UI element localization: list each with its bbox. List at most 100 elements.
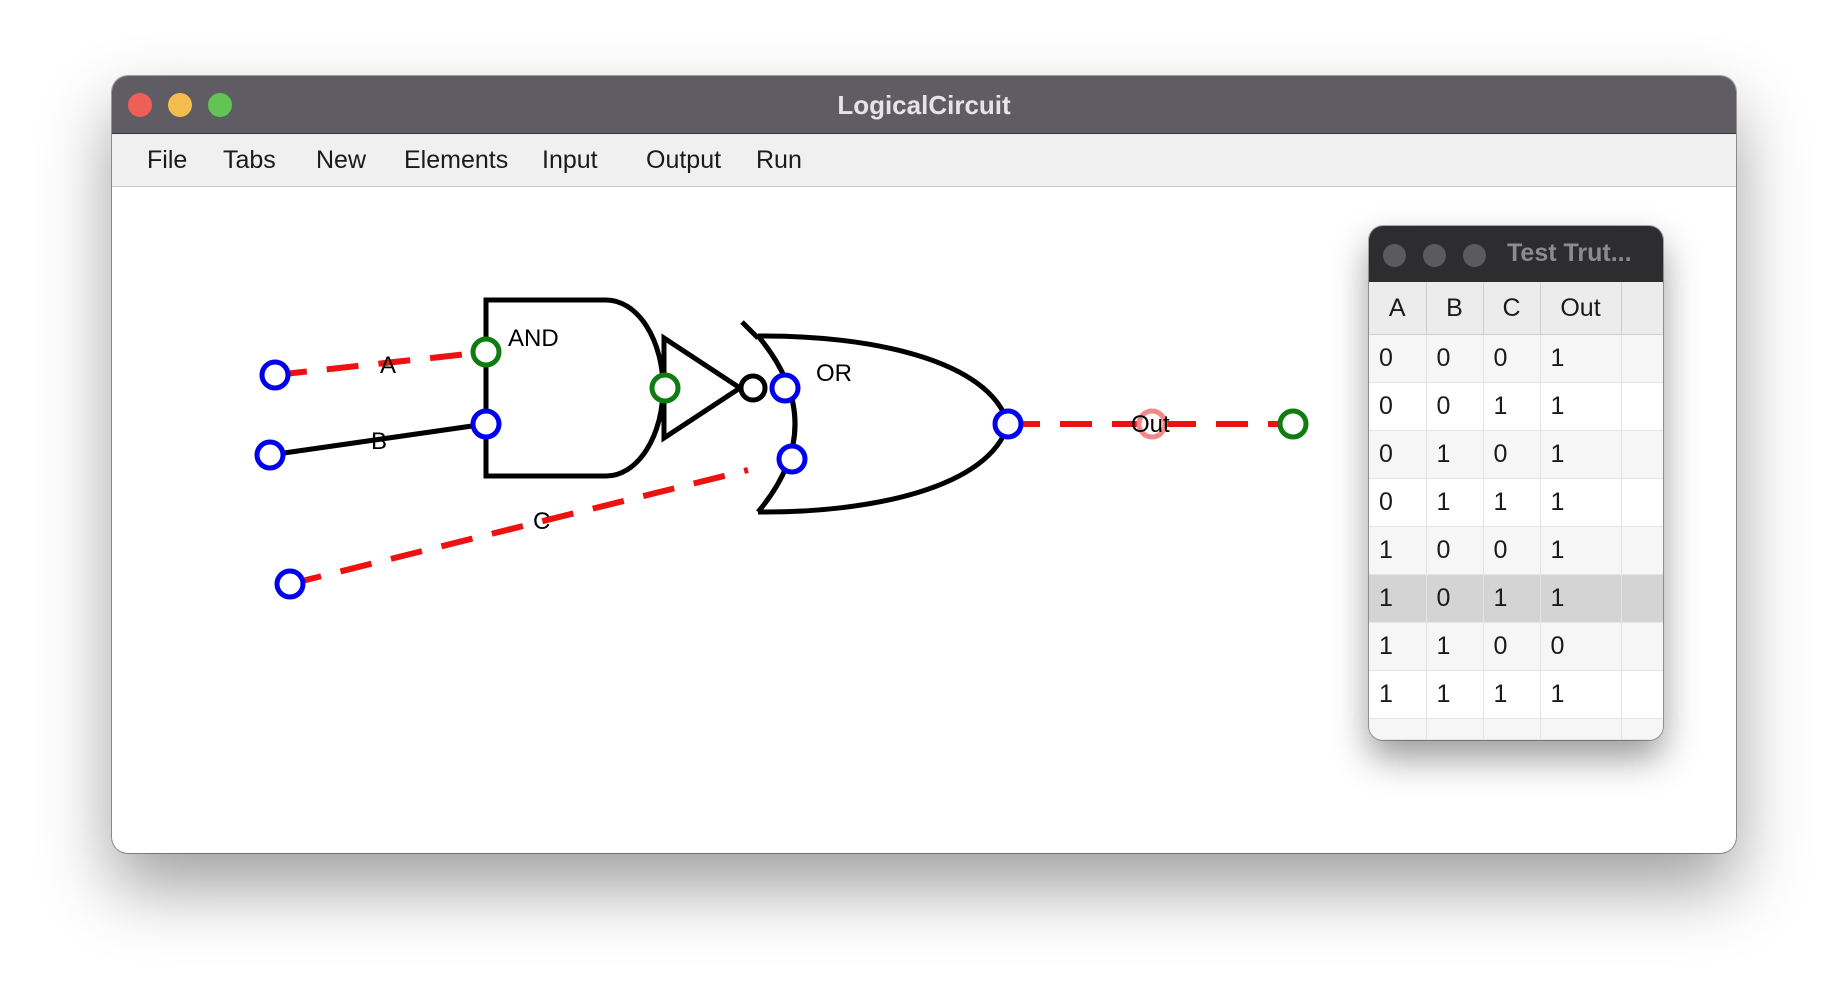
or-output-pin[interactable] (992, 408, 1024, 440)
table-cell-filler (1621, 478, 1663, 527)
menu-bar: File Tabs New Elements Input Output Run (112, 134, 1736, 187)
table-cell: 1 (1369, 670, 1427, 719)
table-cell-filler (1621, 526, 1663, 575)
column-header-c[interactable]: C (1483, 282, 1541, 335)
table-cell-filler (1540, 718, 1622, 740)
menu-tabs[interactable]: Tabs (223, 146, 276, 174)
minimize-window-button[interactable] (168, 93, 192, 117)
table-cell: 1 (1369, 622, 1427, 671)
not-input-pin[interactable] (649, 372, 681, 404)
table-cell-filler (1369, 718, 1427, 740)
and-input-pin-1[interactable] (470, 336, 502, 368)
table-cell: 1 (1540, 574, 1622, 623)
table-cell: 1 (1483, 478, 1541, 527)
table-cell: 0 (1369, 334, 1427, 383)
menu-run[interactable]: Run (756, 146, 802, 174)
truth-table-title-bar[interactable]: Test Trut... (1369, 226, 1663, 282)
wire-label-a: A (380, 352, 396, 379)
title-bar[interactable]: LogicalCircuit (112, 76, 1736, 134)
table-cell: 0 (1483, 622, 1541, 671)
close-window-button[interactable] (128, 93, 152, 117)
table-cell: 0 (1426, 334, 1484, 383)
table-cell: 0 (1426, 382, 1484, 431)
column-header-a[interactable]: A (1369, 282, 1427, 335)
wire-c[interactable] (289, 467, 749, 587)
table-cell: 0 (1540, 622, 1622, 671)
tt-maximize-button[interactable] (1463, 244, 1486, 267)
table-cell: 0 (1483, 526, 1541, 575)
wire-label-c: C (533, 508, 550, 535)
table-cell: 0 (1426, 526, 1484, 575)
column-header-filler (1621, 282, 1663, 335)
menu-file[interactable]: File (147, 146, 188, 174)
maximize-window-button[interactable] (208, 93, 232, 117)
wire-a[interactable] (274, 349, 487, 378)
table-cell: 1 (1426, 430, 1484, 479)
or-input-pin-2[interactable] (776, 443, 808, 475)
input-pin-a[interactable] (259, 359, 291, 391)
table-cell: 0 (1426, 574, 1484, 623)
wire-b[interactable] (269, 421, 487, 458)
table-cell: 0 (1369, 430, 1427, 479)
table-cell: 0 (1369, 382, 1427, 431)
or-gate-label: OR (816, 360, 852, 387)
table-cell-filler (1621, 430, 1663, 479)
table-cell: 1 (1540, 526, 1622, 575)
table-cell-filler (1621, 334, 1663, 383)
table-cell: 1 (1540, 478, 1622, 527)
or-gate[interactable] (740, 320, 1011, 515)
table-cell: 0 (1483, 430, 1541, 479)
column-header-b[interactable]: B (1426, 282, 1484, 335)
table-cell-filler (1483, 718, 1541, 740)
table-cell: 1 (1483, 382, 1541, 431)
table-cell-filler (1621, 574, 1663, 623)
table-cell: 1 (1369, 526, 1427, 575)
menu-input[interactable]: Input (542, 146, 598, 174)
output-pin-out[interactable] (1277, 408, 1309, 440)
table-cell-filler (1621, 622, 1663, 671)
table-cell: 1 (1426, 670, 1484, 719)
table-cell: 1 (1540, 670, 1622, 719)
table-cell: 1 (1369, 574, 1427, 623)
table-cell-filler (1621, 718, 1663, 740)
wire-label-b: B (371, 428, 387, 455)
wire-label-out: Out (1131, 411, 1170, 438)
window-title: LogicalCircuit (837, 90, 1011, 120)
or-input-pin-1[interactable] (769, 372, 801, 404)
table-cell: 1 (1483, 574, 1541, 623)
input-pin-c[interactable] (274, 568, 306, 600)
menu-elements[interactable]: Elements (404, 146, 509, 174)
table-cell: 1 (1540, 334, 1622, 383)
table-cell-filler (1426, 718, 1484, 740)
tt-close-button[interactable] (1383, 244, 1406, 267)
table-cell: 1 (1540, 382, 1622, 431)
and-input-pin-2[interactable] (470, 408, 502, 440)
column-header-out[interactable]: Out (1540, 282, 1622, 335)
table-filler-row (1369, 718, 1663, 740)
and-gate-label: AND (508, 325, 559, 352)
inverter-bubble (738, 373, 768, 403)
truth-table-title: Test Trut... (1507, 239, 1632, 267)
table-cell-filler (1621, 670, 1663, 719)
table-cell: 1 (1540, 430, 1622, 479)
out-probe-pin[interactable] (1136, 408, 1168, 440)
menu-new[interactable]: New (316, 146, 367, 174)
menu-output[interactable]: Output (646, 146, 722, 174)
table-cell: 0 (1483, 334, 1541, 383)
table-cell: 1 (1426, 478, 1484, 527)
input-pin-b[interactable] (254, 439, 286, 471)
tt-minimize-button[interactable] (1423, 244, 1446, 267)
table-cell: 1 (1483, 670, 1541, 719)
table-cell: 0 (1369, 478, 1427, 527)
